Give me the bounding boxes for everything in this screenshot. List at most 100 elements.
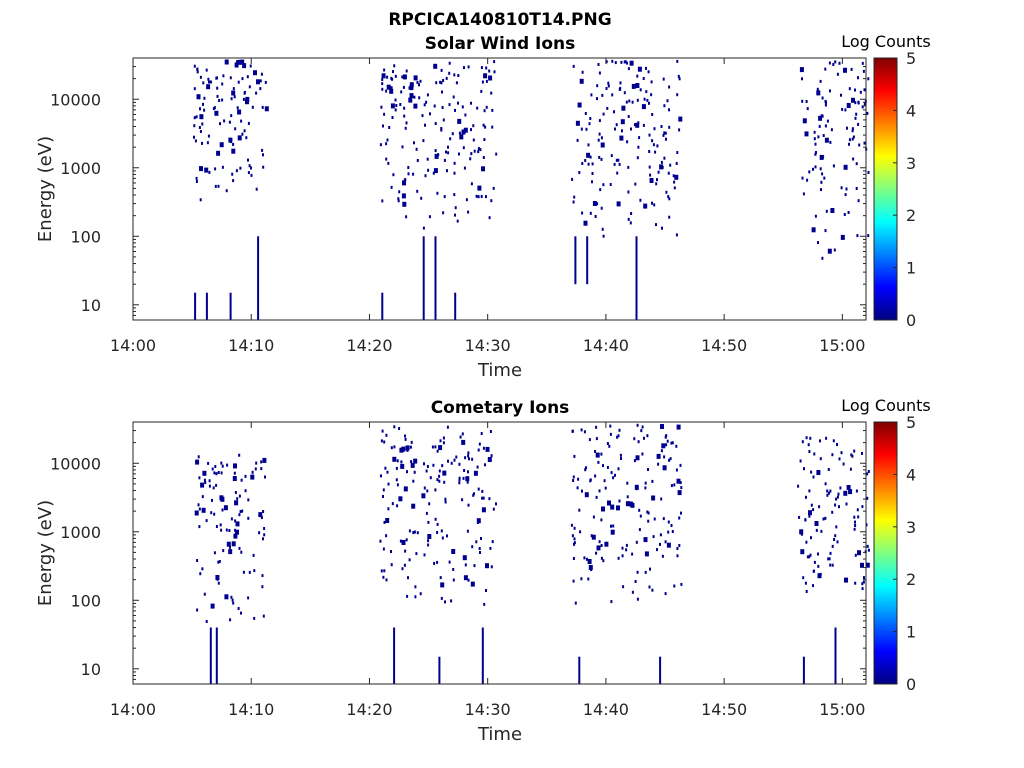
count-bin [431, 445, 434, 449]
count-bin [475, 540, 478, 544]
count-bin [389, 88, 394, 94]
count-bin [464, 113, 467, 117]
count-bin [261, 148, 264, 152]
count-bin [462, 555, 467, 561]
count-bin [243, 90, 246, 94]
count-bin [196, 559, 199, 562]
count-bin [666, 542, 671, 548]
count-bin [863, 141, 866, 145]
count-bin [625, 543, 628, 547]
count-bin [481, 507, 486, 513]
count-bin [660, 160, 663, 164]
count-bin [641, 452, 644, 456]
count-bin [394, 74, 397, 78]
x-ticks: 14:00 14:10 14:20 14:30 14:40 14:50 15:00 [110, 422, 865, 719]
count-bin [483, 602, 486, 606]
count-bin [385, 433, 388, 437]
count-bin [464, 456, 467, 460]
spectrogram-marks [194, 423, 870, 684]
count-bin [214, 184, 217, 188]
count-bin [469, 157, 472, 161]
count-bin [443, 158, 446, 162]
count-bin [581, 70, 584, 74]
count-bin [422, 139, 425, 143]
count-bin [647, 468, 649, 471]
count-bin [426, 465, 429, 468]
count-bin [251, 105, 254, 109]
count-bin [824, 482, 827, 486]
count-bin [220, 461, 223, 465]
count-bin [813, 137, 816, 141]
count-bin [203, 108, 206, 112]
count-bin [399, 539, 402, 543]
count-bin [242, 65, 245, 68]
count-bin [855, 187, 858, 190]
count-bin [450, 599, 453, 603]
count-bin [231, 148, 236, 154]
count-bin [435, 81, 438, 85]
count-bin [472, 124, 475, 128]
count-bin [475, 194, 478, 198]
count-bin [590, 93, 593, 97]
count-bin [617, 158, 620, 162]
count-bin [461, 439, 466, 445]
colorbar-tick-label: 3 [906, 154, 916, 173]
count-bin [404, 437, 407, 441]
count-bin [640, 429, 643, 433]
count-bin [440, 128, 443, 132]
count-bin [832, 439, 835, 443]
count-bin [600, 206, 603, 210]
count-bin [573, 541, 576, 545]
count-streak [578, 656, 581, 684]
count-bin [615, 158, 618, 162]
count-bin [657, 462, 660, 466]
count-bin [444, 497, 447, 501]
count-bin [390, 185, 393, 189]
count-bin [631, 552, 634, 556]
count-bin [463, 469, 466, 472]
count-bin [813, 560, 816, 564]
count-bin [643, 537, 648, 543]
count-bin [233, 95, 236, 99]
count-bin [579, 530, 582, 534]
count-bin [489, 430, 492, 433]
count-bin [426, 93, 429, 97]
count-bin [479, 551, 481, 554]
count-bin [842, 462, 845, 466]
count-bin [264, 80, 267, 84]
count-bin [427, 539, 430, 543]
plot-frame [132, 421, 867, 685]
count-bin [387, 482, 390, 486]
count-streak [834, 627, 837, 684]
count-bin [829, 89, 831, 93]
count-bin [622, 585, 625, 589]
count-bin [808, 170, 811, 174]
count-bin [671, 530, 674, 533]
count-bin [452, 568, 455, 571]
count-bin [805, 540, 808, 544]
count-bin [195, 176, 198, 180]
count-bin [397, 199, 400, 203]
count-bin [485, 589, 487, 592]
count-bin [402, 74, 407, 80]
count-bin [408, 97, 413, 103]
count-bin [483, 138, 486, 141]
count-bin [609, 183, 612, 186]
count-bin [223, 505, 228, 511]
count-bin [413, 530, 416, 534]
count-bin [629, 60, 634, 66]
count-bin [466, 480, 469, 484]
count-bin [827, 468, 830, 471]
count-bin [379, 143, 382, 147]
count-bin [863, 88, 866, 92]
count-bin [861, 451, 863, 455]
count-bin [448, 61, 451, 65]
count-bin [392, 70, 394, 74]
count-bin [821, 256, 824, 260]
count-bin [264, 106, 269, 112]
count-bin [671, 441, 674, 445]
count-bin [434, 488, 437, 492]
count-bin [234, 62, 239, 68]
count-bin [237, 135, 242, 141]
count-bin [619, 135, 624, 141]
